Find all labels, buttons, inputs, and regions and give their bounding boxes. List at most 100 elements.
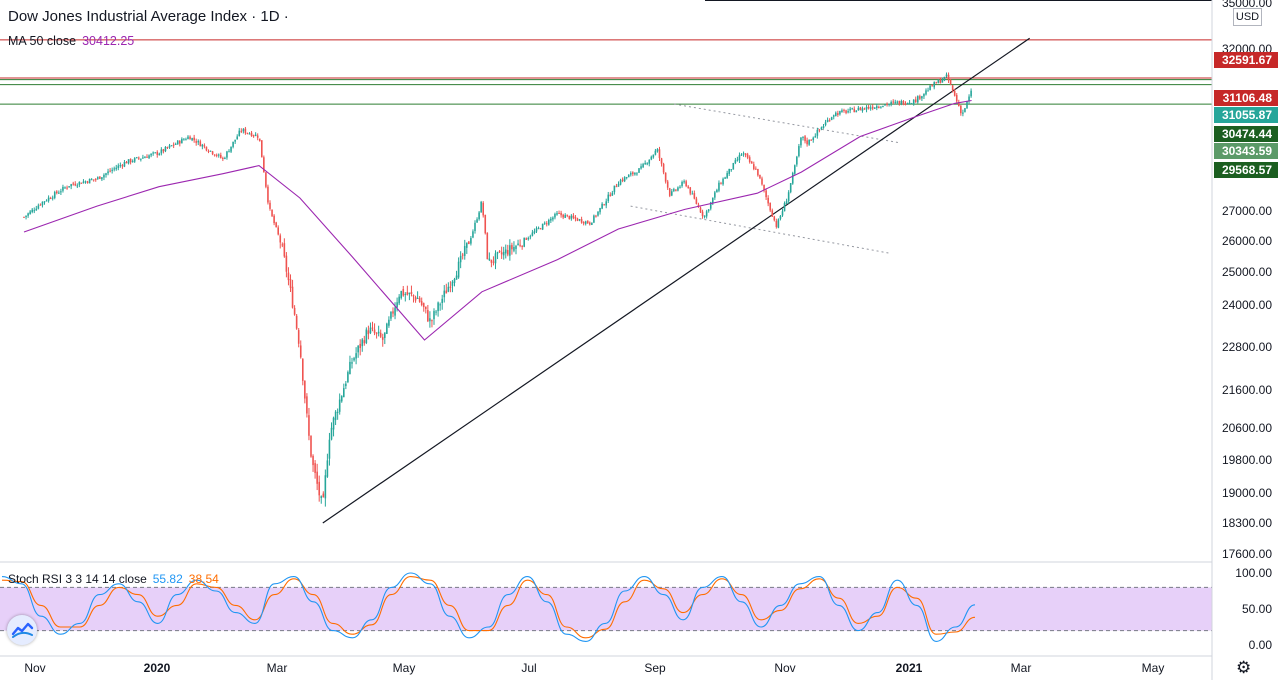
candle[interactable]: [99, 176, 101, 180]
candle[interactable]: [646, 162, 648, 166]
candle[interactable]: [816, 127, 819, 139]
candle[interactable]: [322, 491, 325, 498]
candle[interactable]: [865, 105, 868, 113]
candle[interactable]: [947, 72, 950, 84]
candle[interactable]: [326, 453, 329, 478]
candle[interactable]: [556, 210, 558, 216]
candle[interactable]: [681, 180, 683, 188]
candle[interactable]: [68, 186, 70, 188]
candle[interactable]: [142, 154, 144, 159]
price-label[interactable]: 31106.48: [1214, 90, 1278, 106]
candle[interactable]: [53, 190, 56, 200]
candle[interactable]: [353, 356, 355, 362]
candle[interactable]: [925, 88, 927, 96]
candle[interactable]: [689, 186, 692, 196]
candle[interactable]: [535, 226, 538, 233]
candle[interactable]: [80, 182, 83, 184]
candle[interactable]: [794, 164, 796, 176]
candle[interactable]: [843, 108, 845, 113]
candle[interactable]: [314, 460, 316, 479]
price-label[interactable]: 32591.67: [1214, 52, 1278, 68]
candle[interactable]: [623, 176, 626, 183]
candle[interactable]: [412, 294, 415, 303]
candle[interactable]: [170, 145, 173, 147]
candle[interactable]: [166, 146, 169, 149]
candle[interactable]: [914, 96, 917, 103]
candle[interactable]: [927, 87, 929, 92]
candle[interactable]: [818, 129, 821, 133]
candle[interactable]: [234, 139, 236, 144]
candle[interactable]: [60, 188, 62, 195]
candle[interactable]: [429, 311, 431, 328]
candle[interactable]: [191, 137, 193, 142]
candle[interactable]: [92, 179, 95, 182]
candle[interactable]: [554, 212, 556, 220]
candle[interactable]: [785, 198, 788, 204]
candle[interactable]: [525, 237, 528, 240]
candle[interactable]: [650, 155, 653, 161]
candle[interactable]: [338, 393, 341, 415]
candle[interactable]: [658, 146, 661, 161]
candle[interactable]: [851, 107, 853, 110]
candle[interactable]: [734, 157, 737, 165]
candle[interactable]: [892, 99, 894, 105]
candle[interactable]: [691, 190, 694, 195]
candle[interactable]: [630, 171, 632, 177]
candle[interactable]: [654, 148, 657, 156]
candle[interactable]: [933, 81, 935, 90]
candle[interactable]: [131, 159, 134, 163]
candle[interactable]: [355, 347, 357, 365]
candle[interactable]: [207, 149, 210, 154]
candle[interactable]: [492, 256, 495, 266]
candle[interactable]: [830, 116, 833, 121]
candle[interactable]: [201, 143, 204, 150]
candle[interactable]: [968, 94, 970, 105]
candle[interactable]: [158, 152, 161, 156]
candle[interactable]: [256, 133, 259, 141]
candle[interactable]: [472, 229, 474, 239]
candle[interactable]: [943, 76, 946, 82]
candle[interactable]: [64, 186, 66, 189]
candle[interactable]: [736, 156, 739, 162]
candle[interactable]: [455, 270, 458, 280]
candle[interactable]: [775, 218, 778, 229]
candle[interactable]: [433, 308, 435, 325]
candle[interactable]: [449, 281, 452, 293]
candle[interactable]: [625, 176, 628, 180]
candle[interactable]: [677, 186, 679, 192]
candle[interactable]: [119, 162, 122, 168]
candle[interactable]: [527, 236, 530, 241]
candle[interactable]: [847, 108, 849, 114]
candle[interactable]: [33, 207, 36, 214]
candle[interactable]: [35, 205, 38, 211]
stoch-rsi-legend[interactable]: Stoch RSI 3 3 14 14 close 55.82 38.54: [8, 572, 219, 586]
candle[interactable]: [576, 217, 579, 222]
candle[interactable]: [548, 218, 550, 226]
candle[interactable]: [343, 383, 345, 398]
candle[interactable]: [275, 221, 277, 228]
candle[interactable]: [605, 198, 607, 209]
candle[interactable]: [480, 200, 482, 213]
candle[interactable]: [312, 454, 314, 472]
candle[interactable]: [806, 137, 808, 147]
candle[interactable]: [562, 213, 564, 220]
candle[interactable]: [258, 138, 261, 142]
candle[interactable]: [414, 295, 417, 303]
candle[interactable]: [363, 335, 366, 346]
candle[interactable]: [375, 332, 378, 339]
candle[interactable]: [150, 153, 152, 158]
candle[interactable]: [349, 355, 351, 375]
candle[interactable]: [849, 106, 851, 114]
candle[interactable]: [228, 149, 230, 153]
candle[interactable]: [51, 195, 54, 201]
candle[interactable]: [101, 177, 103, 182]
candle[interactable]: [418, 296, 421, 303]
candle[interactable]: [285, 252, 288, 278]
candle[interactable]: [517, 239, 519, 246]
candle[interactable]: [470, 236, 472, 246]
candle[interactable]: [744, 153, 747, 158]
candle[interactable]: [593, 214, 595, 224]
candle[interactable]: [287, 267, 290, 286]
candle[interactable]: [656, 148, 659, 153]
candle[interactable]: [873, 107, 876, 110]
